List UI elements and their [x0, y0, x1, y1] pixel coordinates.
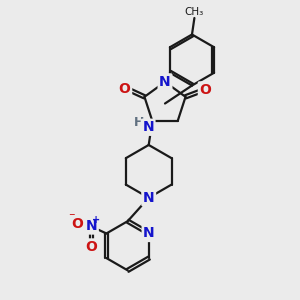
Text: ⁻: ⁻	[69, 212, 75, 224]
Text: +: +	[92, 215, 101, 225]
Text: H: H	[134, 116, 144, 129]
Text: O: O	[71, 218, 83, 232]
Text: CH₃: CH₃	[185, 7, 204, 17]
Text: O: O	[85, 240, 97, 254]
Text: N: N	[142, 120, 154, 134]
Text: N: N	[143, 226, 155, 241]
Text: N: N	[159, 75, 171, 89]
Text: O: O	[119, 82, 130, 96]
Text: N: N	[143, 191, 154, 205]
Text: O: O	[200, 83, 211, 97]
Text: N: N	[85, 219, 97, 233]
